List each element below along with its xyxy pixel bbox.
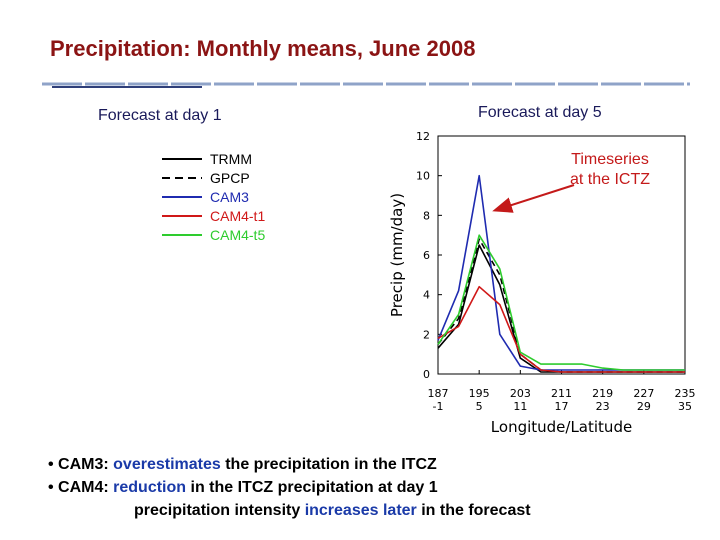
y-tick-label: 8	[423, 209, 430, 222]
x-tick-label-bottom: 29	[637, 400, 651, 413]
legend-item-trmm: TRMM	[162, 149, 265, 168]
y-tick-label: 0	[423, 368, 430, 381]
x-tick-label-top: 187	[428, 387, 449, 400]
legend-label: CAM3	[210, 188, 249, 205]
x-tick-label-bottom: 11	[513, 400, 527, 413]
legend-item-cam4-t5: CAM4-t5	[162, 225, 265, 244]
x-tick-label-bottom: -1	[433, 400, 444, 413]
x-tick-label-bottom: 23	[596, 400, 610, 413]
bullet-highlight: overestimates	[113, 456, 221, 473]
y-tick-label: 2	[423, 328, 430, 341]
bullet-cam4: • CAM4: reduction in the ITCZ precipitat…	[48, 476, 531, 499]
legend-item-gpcp: GPCP	[162, 168, 265, 187]
title-underline	[42, 82, 690, 88]
plot-frame	[437, 135, 686, 375]
legend: TRMM GPCP CAM3 CAM4-t1 CAM4-t5	[162, 149, 265, 244]
x-tick-label-bottom: 5	[476, 400, 483, 413]
x-tick-label-top: 235	[675, 387, 696, 400]
series-line-cam4-t5	[437, 234, 685, 371]
series-line-cam4-t1	[437, 285, 685, 373]
legend-item-cam4-t1: CAM4-t1	[162, 206, 265, 225]
legend-label: GPCP	[210, 169, 250, 186]
series-line-cam3	[437, 174, 685, 371]
bullet-text: in the ITCZ precipitation at day 1	[186, 479, 438, 496]
bullet-list: • CAM3: overestimates the precipitation …	[48, 453, 531, 522]
bullet-highlight: reduction	[113, 479, 187, 496]
x-axis-label: Longitude/Latitude	[491, 418, 632, 436]
bullet-prefix: • CAM3:	[48, 456, 114, 473]
bullet-cam4-continued: precipitation intensity increases later …	[48, 499, 531, 522]
legend-swatch	[162, 195, 202, 198]
left-panel-label: Forecast at day 1	[98, 107, 222, 124]
x-tick-label-top: 211	[551, 387, 572, 400]
x-tick-label-top: 227	[633, 387, 654, 400]
legend-label: CAM4-t5	[210, 226, 266, 243]
bullet-text: precipitation intensity	[134, 502, 305, 519]
legend-swatch	[162, 233, 202, 236]
x-tick-label-top: 195	[469, 387, 490, 400]
y-axis-label: Precip (mm/day)	[388, 193, 406, 317]
x-tick-label-bottom: 17	[555, 400, 569, 413]
legend-item-cam3: CAM3	[162, 187, 265, 206]
legend-swatch	[162, 214, 202, 217]
bullet-prefix: • CAM4:	[48, 479, 114, 496]
annotation-line1: Timeseries	[571, 151, 649, 168]
y-tick-label: 4	[423, 289, 430, 302]
x-tick-label-top: 219	[592, 387, 613, 400]
y-tick-label: 6	[423, 249, 430, 262]
legend-swatch	[162, 176, 202, 179]
y-tick-label: 10	[416, 170, 430, 183]
legend-label: CAM4-t1	[210, 207, 266, 224]
bullet-text: in the forecast	[416, 502, 531, 519]
bullet-highlight: increases later	[304, 502, 417, 519]
bullet-cam3: • CAM3: overestimates the precipitation …	[48, 453, 531, 476]
annotation: Timeseries at the ICTZ	[540, 150, 680, 190]
x-tick-label-bottom: 35	[678, 400, 692, 413]
legend-swatch	[162, 157, 202, 160]
bullet-text: the precipitation in the ITCZ	[220, 456, 437, 473]
annotation-line2: at the ICTZ	[569, 171, 651, 188]
x-tick-label-top: 203	[510, 387, 531, 400]
legend-label: TRMM	[210, 150, 252, 167]
slide-title: Precipitation: Monthly means, June 2008	[50, 36, 476, 61]
y-tick-label: 12	[416, 130, 430, 143]
series-line-trmm	[437, 244, 685, 373]
right-panel-label: Forecast at day 5	[478, 104, 602, 121]
